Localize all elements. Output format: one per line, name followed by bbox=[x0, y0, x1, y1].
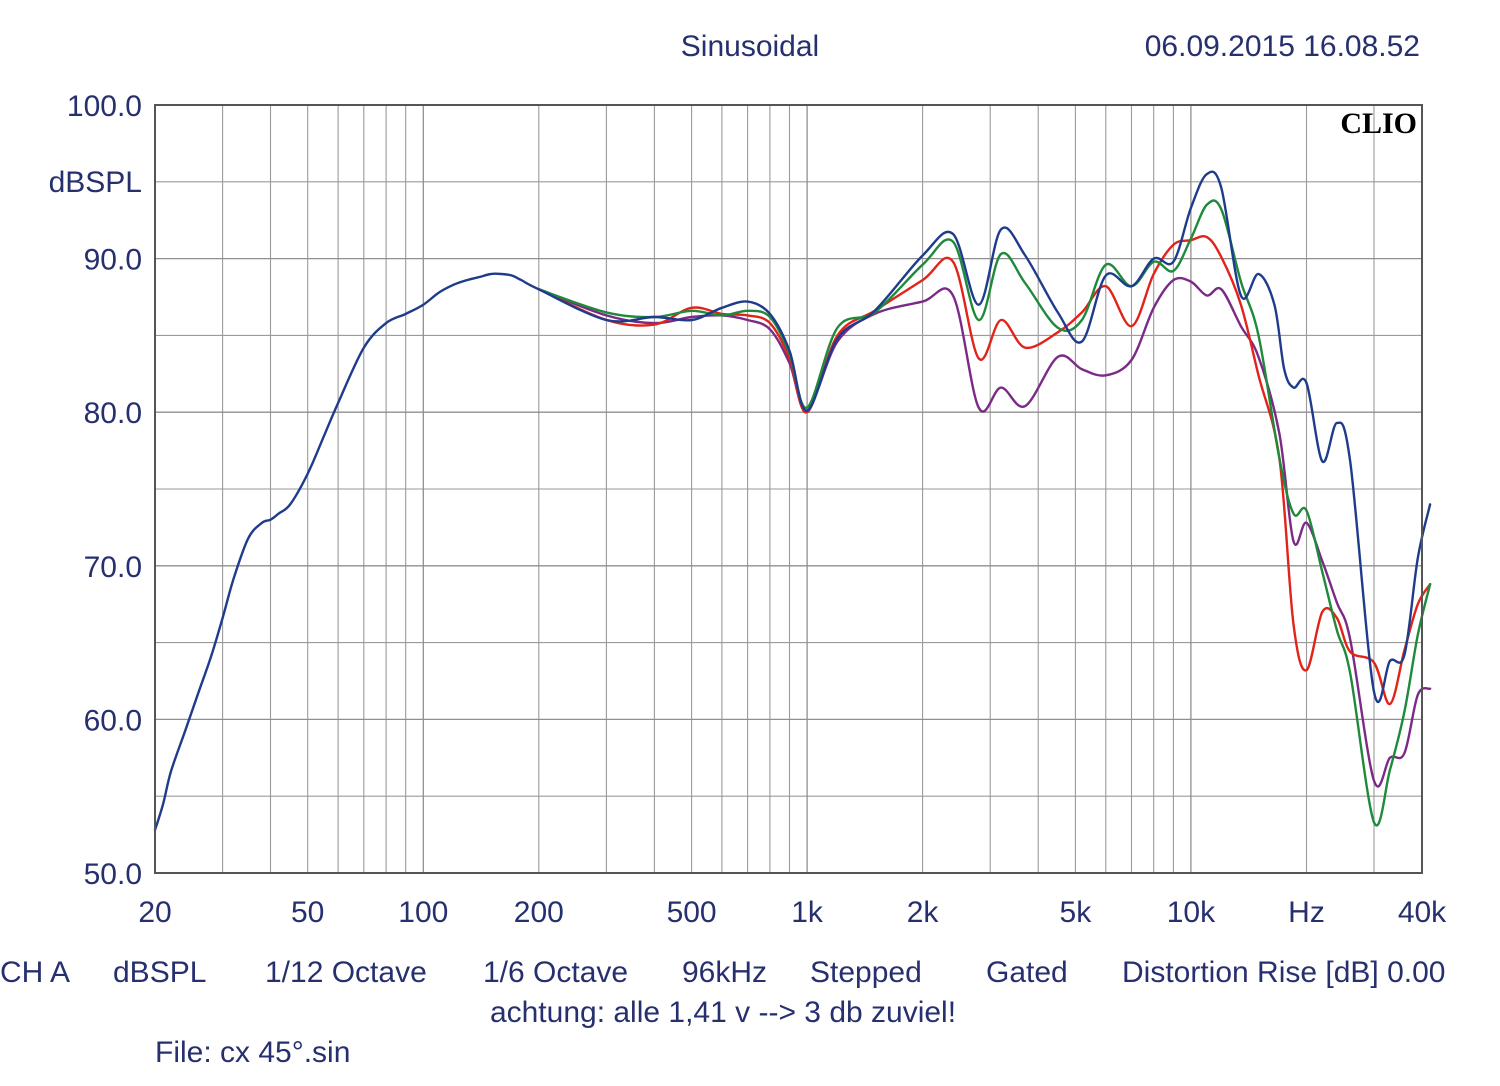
clio-logo: CLIO bbox=[1340, 107, 1417, 140]
response-curve-1 bbox=[537, 276, 1432, 788]
response-curve-2 bbox=[537, 235, 1432, 706]
setting-label: 1/12 Octave bbox=[265, 956, 427, 989]
setting-label: Distortion Rise [dB] 0.00 bbox=[1122, 956, 1445, 989]
setting-label: dBSPL bbox=[113, 956, 206, 989]
setting-label: Stepped bbox=[810, 956, 922, 989]
footer-note: achtung: alle 1,41 v --> 3 db zuviel! bbox=[490, 996, 956, 1029]
x-tick-label: Hz bbox=[1288, 896, 1325, 929]
y-axis-label: dBSPL bbox=[49, 166, 142, 199]
y-tick-label: 70.0 bbox=[84, 551, 142, 584]
x-tick-labels: 20 50 100 200 500 1k 2k 5k 10k Hz 40k bbox=[138, 896, 1447, 929]
y-tick-labels: 100.0 90.0 80.0 70.0 60.0 50.0 bbox=[67, 90, 142, 891]
x-tick-label: 200 bbox=[514, 896, 564, 929]
file-name: File: cx 45°.sin bbox=[155, 1036, 350, 1069]
x-tick-label: 1k bbox=[791, 896, 824, 929]
plot-frame bbox=[154, 104, 1423, 874]
measurement-settings: CH A dBSPL 1/12 Octave 1/6 Octave 96kHz Stepp… bbox=[0, 956, 1445, 989]
response-curve-3 bbox=[537, 199, 1432, 827]
setting-label: 96kHz bbox=[682, 956, 767, 989]
x-tick-label: 500 bbox=[667, 896, 717, 929]
y-tick-label: 60.0 bbox=[84, 704, 142, 737]
major-gridlines bbox=[155, 105, 1422, 873]
x-tick-label: 100 bbox=[398, 896, 448, 929]
x-tick-label: 5k bbox=[1060, 896, 1093, 929]
x-tick-label: 10k bbox=[1167, 896, 1216, 929]
y-tick-label: 80.0 bbox=[84, 397, 142, 430]
x-tick-label: 40k bbox=[1398, 896, 1447, 929]
y-tick-label: 50.0 bbox=[84, 858, 142, 891]
response-curves bbox=[153, 170, 1432, 832]
y-tick-label: 100.0 bbox=[67, 90, 142, 123]
y-tick-label: 90.0 bbox=[84, 244, 142, 277]
x-tick-label: 2k bbox=[907, 896, 940, 929]
setting-label: CH A bbox=[0, 956, 70, 989]
timestamp: 06.09.2015 16.08.52 bbox=[1145, 30, 1420, 63]
setting-label: Gated bbox=[986, 956, 1068, 989]
minor-gridlines bbox=[155, 105, 1422, 873]
x-tick-label: 50 bbox=[291, 896, 324, 929]
response-curve-4 bbox=[153, 170, 1432, 832]
setting-label: 1/6 Octave bbox=[483, 956, 628, 989]
x-tick-label: 20 bbox=[138, 896, 171, 929]
chart-title: Sinusoidal bbox=[681, 30, 819, 63]
